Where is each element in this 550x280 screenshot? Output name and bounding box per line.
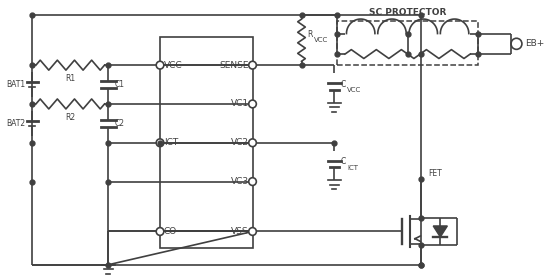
Text: BAT2: BAT2 bbox=[7, 119, 26, 128]
Text: VC3: VC3 bbox=[230, 177, 249, 186]
Text: FET: FET bbox=[428, 169, 442, 178]
Circle shape bbox=[249, 100, 256, 108]
Circle shape bbox=[249, 61, 256, 69]
Text: ICT: ICT bbox=[164, 138, 178, 147]
Polygon shape bbox=[433, 226, 447, 237]
Text: C1: C1 bbox=[115, 80, 125, 89]
Circle shape bbox=[249, 139, 256, 147]
Circle shape bbox=[156, 139, 164, 147]
Text: C: C bbox=[340, 80, 346, 88]
Text: CO: CO bbox=[164, 227, 177, 236]
Text: R: R bbox=[307, 30, 312, 39]
Bar bbox=[337, 21, 478, 65]
Text: VCC: VCC bbox=[314, 37, 328, 43]
Text: C: C bbox=[340, 157, 346, 166]
Text: EB+: EB+ bbox=[525, 39, 544, 48]
Text: C2: C2 bbox=[115, 119, 125, 128]
Text: ICT: ICT bbox=[347, 165, 358, 171]
Text: VCC: VCC bbox=[164, 61, 183, 70]
Text: VC2: VC2 bbox=[230, 138, 249, 147]
Circle shape bbox=[156, 228, 164, 235]
Circle shape bbox=[156, 61, 164, 69]
Circle shape bbox=[249, 228, 256, 235]
Text: VSS: VSS bbox=[231, 227, 249, 236]
Text: VCC: VCC bbox=[347, 87, 361, 93]
Text: VC1: VC1 bbox=[230, 99, 249, 108]
Text: SENSE: SENSE bbox=[219, 61, 249, 70]
Circle shape bbox=[249, 178, 256, 185]
Text: BAT1: BAT1 bbox=[7, 80, 26, 89]
Text: R2: R2 bbox=[65, 113, 75, 122]
Bar bbox=[160, 38, 252, 248]
Text: R1: R1 bbox=[65, 74, 75, 83]
Text: SC PROTECTOR: SC PROTECTOR bbox=[369, 8, 446, 17]
